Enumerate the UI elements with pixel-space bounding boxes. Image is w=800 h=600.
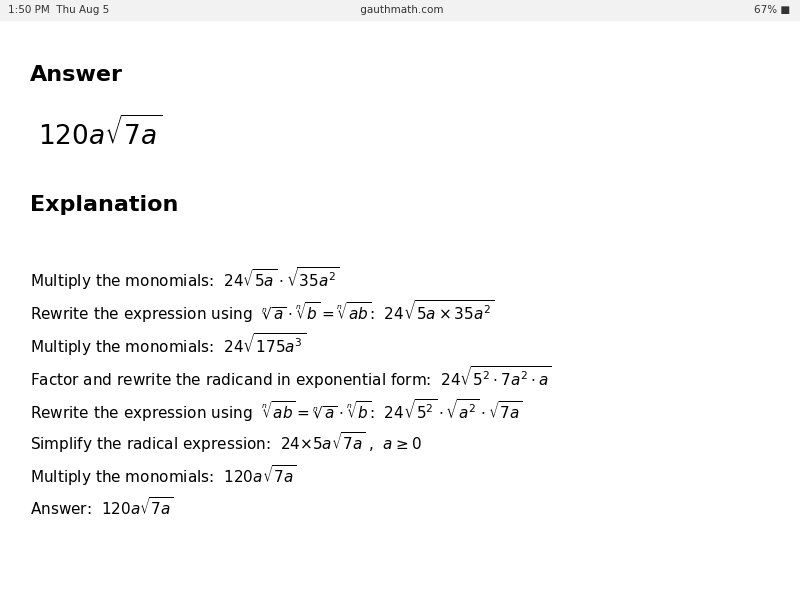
- Text: Answer:  $120a\sqrt{7a}$: Answer: $120a\sqrt{7a}$: [30, 496, 174, 518]
- Text: Rewrite the expression using  $\sqrt[n]{a} \cdot \sqrt[n]{b}= \sqrt[n]{ab}$:  $2: Rewrite the expression using $\sqrt[n]{a…: [30, 298, 494, 325]
- Text: gauthmath.com: gauthmath.com: [357, 5, 443, 15]
- Bar: [0, 0, 800, 20]
- Text: Answer: Answer: [30, 65, 123, 85]
- Text: 67% ■: 67% ■: [754, 5, 790, 15]
- Text: Explanation: Explanation: [30, 195, 178, 215]
- Text: Multiply the monomials:  $24\sqrt{5a} \cdot \sqrt{35a^2}$: Multiply the monomials: $24\sqrt{5a} \cd…: [30, 265, 339, 292]
- Text: Rewrite the expression using  $\sqrt[n]{ab}= \sqrt[n]{a} \cdot \sqrt[n]{b}$:  $2: Rewrite the expression using $\sqrt[n]{a…: [30, 397, 523, 424]
- Text: Simplify the radical expression:  $24{\times}5a\sqrt{7a}$ ,  $a \geq 0$: Simplify the radical expression: $24{\ti…: [30, 430, 422, 455]
- Text: 1:50 PM  Thu Aug 5: 1:50 PM Thu Aug 5: [8, 5, 110, 15]
- Text: Multiply the monomials:  $120a\sqrt{7a}$: Multiply the monomials: $120a\sqrt{7a}$: [30, 463, 296, 488]
- Text: $120a\sqrt{7a}$: $120a\sqrt{7a}$: [38, 115, 162, 150]
- Text: Factor and rewrite the radicand in exponential form:  $24\sqrt{5^2 \cdot 7a^2 \c: Factor and rewrite the radicand in expon…: [30, 364, 552, 391]
- Text: Multiply the monomials:  $24\sqrt{175a^3}$: Multiply the monomials: $24\sqrt{175a^3}…: [30, 331, 306, 358]
